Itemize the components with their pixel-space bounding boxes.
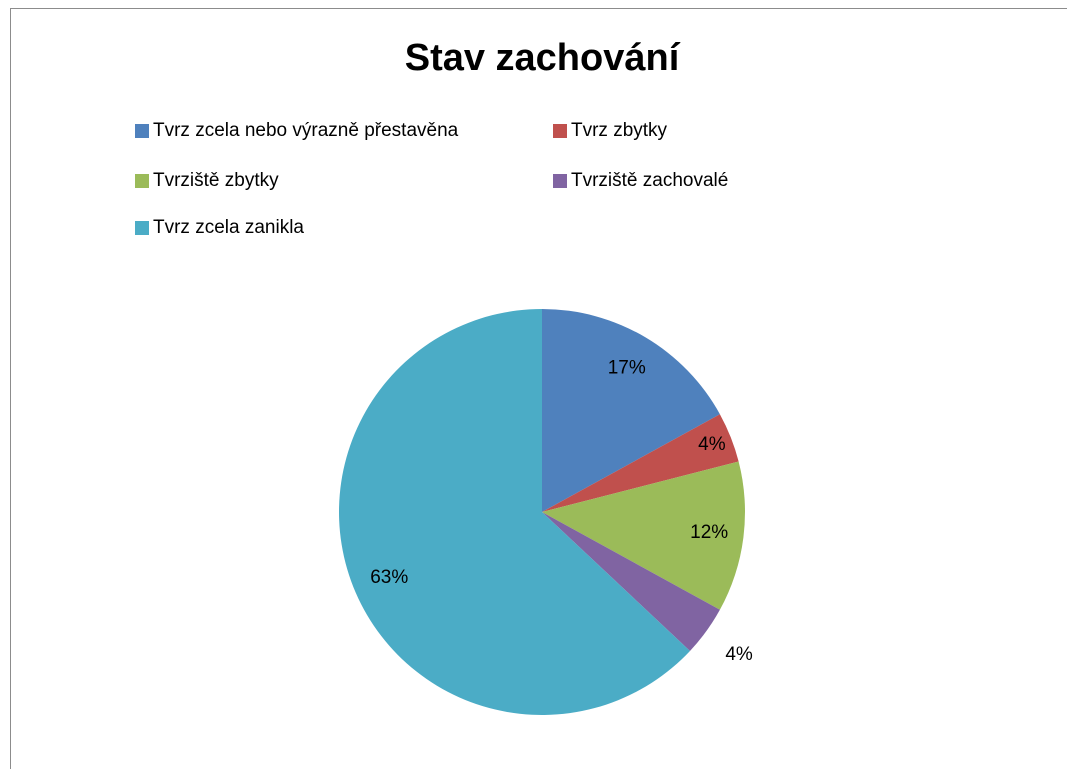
legend-label: Tvrziště zbytky — [153, 170, 279, 191]
legend-swatch — [135, 221, 149, 235]
legend-label: Tvrz zbytky — [571, 120, 668, 141]
legend-label: Tvrziště zachovalé — [571, 170, 728, 191]
legend-swatch — [553, 174, 567, 188]
legend-swatch — [135, 124, 149, 138]
data-label: 4% — [725, 644, 753, 665]
legend-swatch — [135, 174, 149, 188]
pie-slice — [542, 414, 739, 512]
legend-label: Tvrz zcela nebo výrazně přestavěna — [153, 120, 459, 141]
data-label: 12% — [690, 522, 728, 543]
pie-slice — [338, 309, 690, 715]
pie-slice — [542, 309, 720, 512]
legend-swatch — [553, 124, 567, 138]
data-label: 4% — [698, 434, 726, 455]
legend-label: Tvrz zcela zanikla — [153, 217, 304, 238]
chart-title: Stav zachování — [405, 37, 681, 79]
pie-slice — [542, 461, 745, 610]
pie-slice — [542, 512, 720, 651]
data-label: 17% — [608, 358, 646, 379]
data-label: 63% — [370, 567, 408, 588]
